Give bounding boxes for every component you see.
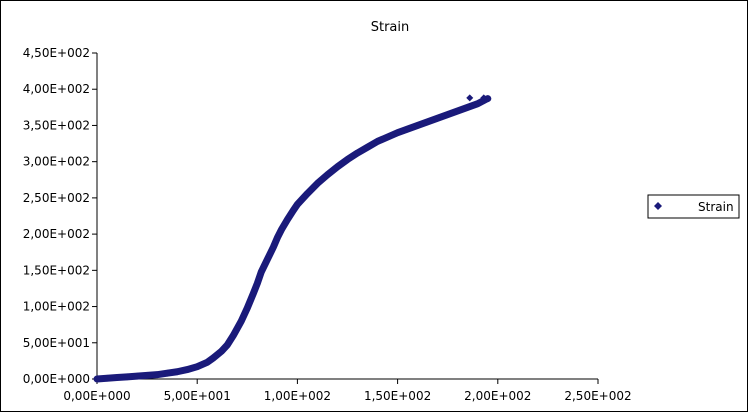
data-point: [424, 118, 432, 126]
data-point: [257, 268, 265, 276]
data-point: [354, 149, 362, 157]
x-tick-label: 1,50E+002: [364, 389, 431, 403]
data-point: [163, 369, 171, 377]
data-point: [374, 137, 382, 145]
data-point: [394, 129, 402, 137]
data-point: [237, 317, 245, 325]
legend-label: Strain: [698, 200, 734, 214]
y-tick-label: 1,50E+002: [23, 263, 90, 277]
data-point: [293, 200, 301, 208]
x-tick-label: 2,00E+002: [464, 389, 531, 403]
data-point: [223, 341, 231, 349]
y-tick-label: 3,00E+002: [23, 155, 90, 169]
data-point: [444, 111, 452, 119]
x-tick-label: 5,00E+001: [164, 389, 231, 403]
data-point: [173, 368, 181, 376]
data-point: [269, 243, 277, 251]
data-point: [133, 372, 141, 380]
data-point: [344, 155, 351, 163]
legend: Strain: [647, 194, 740, 219]
data-point: [183, 366, 191, 374]
x-axis-ticks: 0,00E+000 5,00E+001 1,00E+002 1,50E+002 2,00…: [63, 379, 632, 403]
y-tick-label: 0,00E+000: [23, 372, 90, 386]
data-point: [384, 133, 392, 141]
data-point: [283, 216, 291, 224]
y-tick-label: 5,00E+001: [23, 336, 90, 350]
series-strain-trace: [93, 95, 492, 383]
data-point: [249, 290, 257, 298]
data-point: [303, 190, 311, 198]
data-point: [113, 374, 121, 382]
data-point: [103, 374, 111, 382]
data-point: [193, 363, 201, 371]
y-tick-label: 4,00E+002: [23, 82, 90, 96]
x-tick-label: 2,50E+002: [564, 389, 631, 403]
x-tick-label: 1,00E+002: [264, 389, 331, 403]
y-tick-label: 2,50E+002: [23, 191, 90, 205]
data-point: [143, 371, 151, 379]
data-point: [153, 371, 161, 379]
data-point: [123, 373, 131, 381]
data-point: [313, 179, 321, 187]
legend-marker-diamond-icon: [654, 202, 662, 210]
plot-area: [93, 53, 598, 383]
data-point: [466, 94, 474, 102]
data-point: [93, 375, 101, 383]
data-point: [277, 226, 285, 234]
y-tick-label: 1,00E+002: [23, 300, 90, 314]
data-point: [209, 354, 217, 362]
data-point: [263, 255, 271, 263]
data-point: [289, 206, 297, 214]
y-tick-label: 4,50E+002: [23, 46, 90, 60]
y-tick-label: 3,50E+002: [23, 118, 90, 132]
x-tick-label: 0,00E+000: [63, 389, 130, 403]
data-point: [404, 125, 412, 133]
data-point: [434, 114, 442, 122]
data-point: [454, 107, 462, 115]
data-point: [333, 163, 341, 171]
legend-box: [647, 194, 740, 219]
y-axis-ticks: 0,00E+000 5,00E+001 1,00E+002 1,50E+002 2,00…: [23, 46, 97, 386]
data-point: [253, 279, 261, 287]
data-point: [323, 171, 331, 179]
data-point: [217, 347, 225, 355]
data-point: [480, 94, 488, 102]
data-point: [203, 358, 211, 366]
data-point: [464, 103, 472, 111]
data-point: [273, 234, 281, 242]
data-point: [243, 304, 251, 312]
y-tick-label: 2,00E+002: [23, 227, 90, 241]
chart-title: Strain: [371, 20, 410, 35]
data-point: [414, 121, 422, 129]
data-point: [229, 332, 237, 340]
data-point: [364, 143, 372, 151]
